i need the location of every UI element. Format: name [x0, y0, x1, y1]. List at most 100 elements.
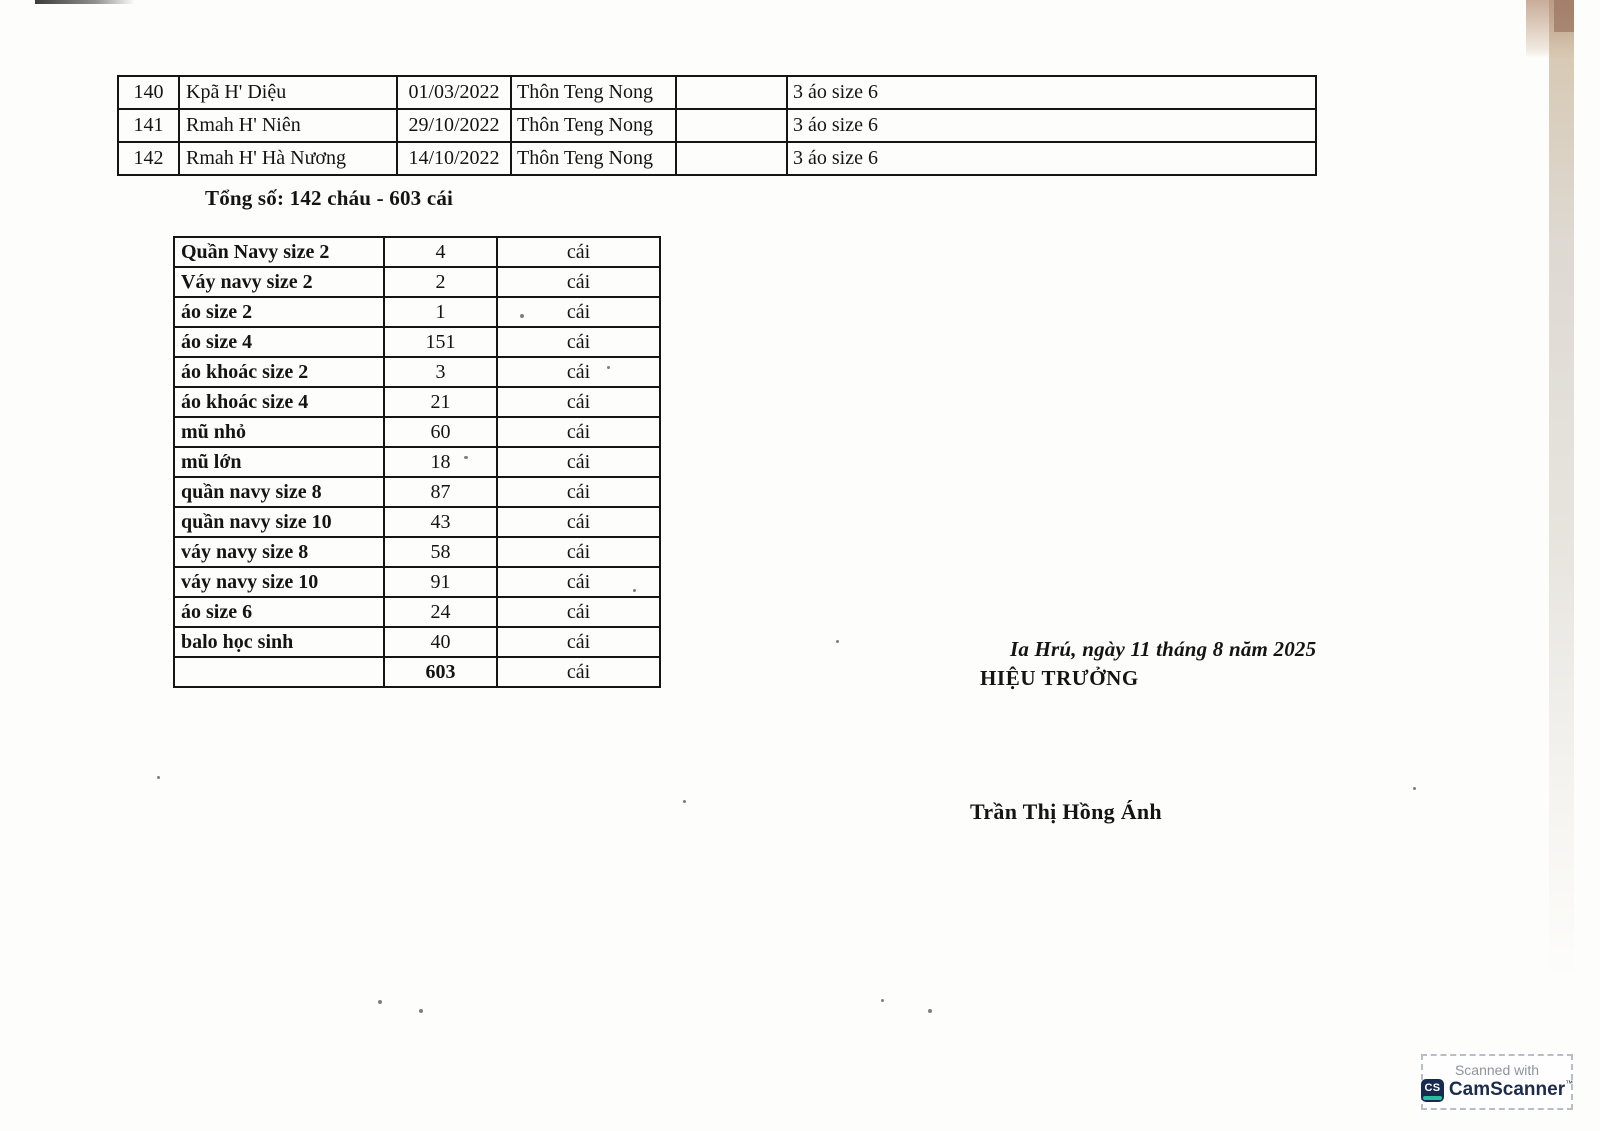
roster-name: Rmah H' Hà Nương: [178, 141, 398, 176]
camscanner-logo-text: CS: [1424, 1081, 1441, 1094]
summary-unit: cái: [496, 326, 661, 358]
summary-item: áo size 2: [173, 296, 385, 328]
roster-blank-cell: [675, 108, 788, 143]
table-row: balo học sinh 40 cái: [173, 626, 661, 658]
roster-no: 140: [117, 75, 180, 110]
table-row: mũ lớn 18 cái: [173, 446, 661, 478]
summary-qty: 91: [383, 566, 498, 598]
summary-qty: 43: [383, 506, 498, 538]
summary-unit: cái: [496, 536, 661, 568]
summary-qty: 58: [383, 536, 498, 568]
table-row: mũ nhỏ 60 cái: [173, 416, 661, 448]
summary-item: balo học sinh: [173, 626, 385, 658]
summary-item: áo khoác size 2: [173, 356, 385, 388]
roster-dob: 01/03/2022: [396, 75, 512, 110]
roster-note: 3 áo size 6: [786, 141, 1317, 176]
table-row: 140 Kpã H' Diệu 01/03/2022 Thôn Teng Non…: [117, 75, 1317, 110]
camscanner-badge: Scanned with CS CamScanner™: [1420, 1054, 1574, 1110]
roster-note: 3 áo size 6: [786, 108, 1317, 143]
summary-item: [173, 656, 385, 688]
scan-speck: [836, 640, 839, 643]
summary-qty: 60: [383, 416, 498, 448]
scan-speck: [683, 800, 686, 803]
table-row: áo size 6 24 cái: [173, 596, 661, 628]
camscanner-brand-row: CS CamScanner™: [1420, 1078, 1574, 1102]
roster-blank-cell: [675, 75, 788, 110]
scan-edge-top-left: [35, 0, 135, 4]
scan-speck: [928, 1009, 932, 1013]
table-row: áo size 2 1 cái: [173, 296, 661, 328]
table-row: áo size 4 151 cái: [173, 326, 661, 358]
summary-unit: cái: [496, 296, 661, 328]
roster-no: 141: [117, 108, 180, 143]
summary-qty: 151: [383, 326, 498, 358]
table-row: Váy navy size 2 2 cái: [173, 266, 661, 298]
summary-qty: 18: [383, 446, 498, 478]
table-row: quần navy size 8 87 cái: [173, 476, 661, 508]
summary-item: Váy navy size 2: [173, 266, 385, 298]
summary-item: váy navy size 10: [173, 566, 385, 598]
table-row: 142 Rmah H' Hà Nương 14/10/2022 Thôn Ten…: [117, 141, 1317, 176]
summary-item: mũ lớn: [173, 446, 385, 478]
summary-unit: cái: [496, 266, 661, 298]
summary-qty: 40: [383, 626, 498, 658]
scan-speck: [157, 776, 160, 779]
table-row: váy navy size 8 58 cái: [173, 536, 661, 568]
summary-unit: cái: [496, 506, 661, 538]
roster-village: Thôn Teng Nong: [510, 141, 677, 176]
summary-item: quần navy size 8: [173, 476, 385, 508]
summary-item: mũ nhỏ: [173, 416, 385, 448]
camscanner-brand-label: CamScanner: [1448, 1079, 1566, 1100]
table-row: váy navy size 10 91 cái: [173, 566, 661, 598]
table-row: áo khoác size 2 3 cái: [173, 356, 661, 388]
roster-note: 3 áo size 6: [786, 75, 1317, 110]
table-row: 141 Rmah H' Niên 29/10/2022 Thôn Teng No…: [117, 108, 1317, 143]
roster-village: Thôn Teng Nong: [510, 75, 677, 110]
summary-qty: 2: [383, 266, 498, 298]
scan-edge-right-corner: [1554, 0, 1574, 32]
summary-qty: 87: [383, 476, 498, 508]
summary-unit: cái: [496, 386, 661, 418]
summary-item: áo khoác size 4: [173, 386, 385, 418]
table-row: áo khoác size 4 21 cái: [173, 386, 661, 418]
roster-name: Rmah H' Niên: [178, 108, 398, 143]
roster-village: Thôn Teng Nong: [510, 108, 677, 143]
roster-table: 140 Kpã H' Diệu 01/03/2022 Thôn Teng Non…: [117, 75, 1317, 176]
roster-name: Kpã H' Diệu: [178, 75, 398, 110]
summary-unit: cái: [496, 566, 661, 598]
roster-no: 142: [117, 141, 180, 176]
roster-dob: 29/10/2022: [396, 108, 512, 143]
signature-date-line: Ia Hrú, ngày 11 tháng 8 năm 2025: [1010, 637, 1317, 661]
table-row: quần navy size 10 43 cái: [173, 506, 661, 538]
total-line: Tổng số: 142 cháu - 603 cái: [205, 186, 454, 210]
camscanner-logo-icon: CS: [1420, 1078, 1444, 1102]
scan-speck: [881, 999, 884, 1002]
summary-unit: cái: [496, 356, 661, 388]
scan-speck: [1413, 787, 1416, 790]
summary-qty: 1: [383, 296, 498, 328]
trademark-symbol: ™: [1565, 1079, 1574, 1088]
scanned-with-label: Scanned with: [1454, 1061, 1540, 1078]
summary-unit: cái: [496, 236, 661, 268]
summary-unit: cái: [496, 626, 661, 658]
summary-item: Quần Navy size 2: [173, 236, 385, 268]
summary-item: áo size 4: [173, 326, 385, 358]
summary-total-qty: 603: [383, 656, 498, 688]
summary-qty: 21: [383, 386, 498, 418]
signature-name: Trần Thị Hồng Ánh: [970, 799, 1162, 824]
summary-qty: 3: [383, 356, 498, 388]
summary-item: áo size 6: [173, 596, 385, 628]
scan-speck: [378, 1000, 382, 1004]
scan-speck: [419, 1009, 423, 1013]
summary-item: quần navy size 10: [173, 506, 385, 538]
summary-unit: cái: [496, 416, 661, 448]
scan-edge-right-band: [1549, 0, 1574, 980]
summary-item: váy navy size 8: [173, 536, 385, 568]
roster-blank-cell: [675, 141, 788, 176]
summary-qty: 24: [383, 596, 498, 628]
summary-unit: cái: [496, 446, 661, 478]
table-row: Quần Navy size 2 4 cái: [173, 236, 661, 268]
signature-title: HIỆU TRƯỞNG: [980, 666, 1139, 690]
summary-qty: 4: [383, 236, 498, 268]
roster-dob: 14/10/2022: [396, 141, 512, 176]
